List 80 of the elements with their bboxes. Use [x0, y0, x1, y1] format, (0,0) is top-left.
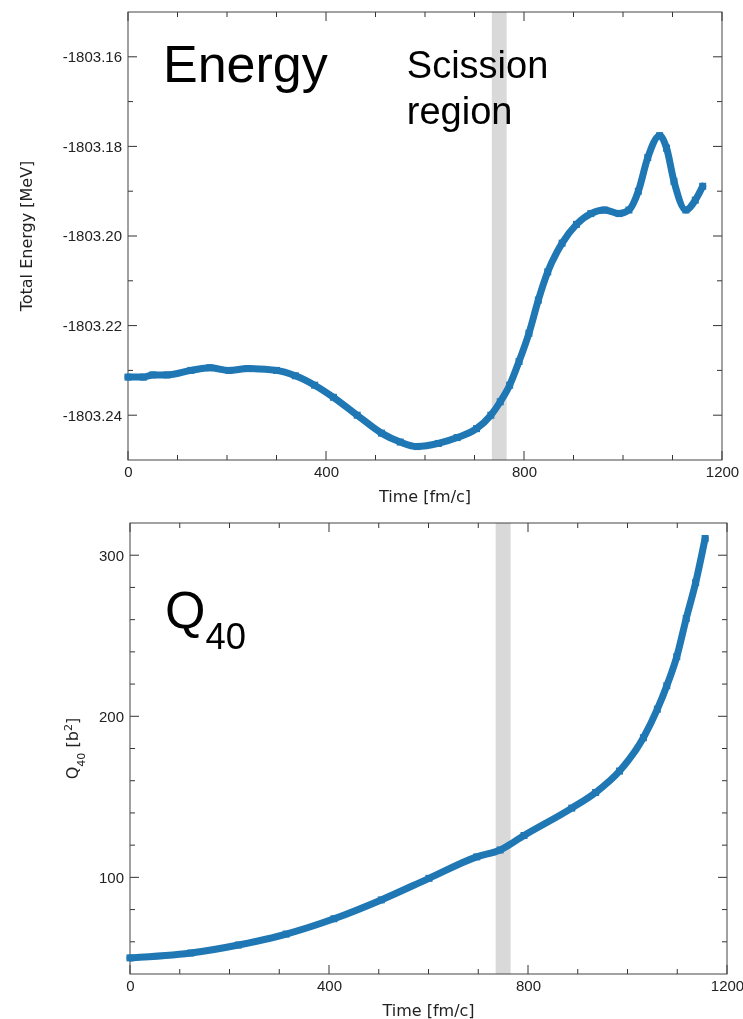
point — [656, 132, 664, 140]
x-axis-title: Time [fm/c] — [381, 1001, 475, 1019]
point — [434, 439, 442, 447]
point — [639, 734, 647, 742]
point — [282, 930, 290, 938]
point — [273, 366, 280, 374]
x-tick-label: 800 — [515, 976, 542, 994]
point — [149, 371, 157, 379]
point — [568, 804, 576, 812]
point — [601, 206, 609, 214]
x-tick-label: 1200 — [705, 462, 740, 480]
point — [691, 196, 699, 204]
x-tick-label: 0 — [124, 462, 133, 480]
point — [670, 177, 678, 185]
point — [291, 372, 299, 380]
point — [496, 398, 504, 406]
x-axis-title: Time [fm/c] — [377, 487, 472, 506]
point — [616, 767, 624, 775]
y-tick-label: -1803.18 — [62, 137, 122, 155]
point — [558, 239, 566, 247]
point — [520, 831, 528, 839]
point — [592, 788, 600, 796]
point — [311, 381, 319, 389]
point — [353, 411, 361, 419]
point — [234, 941, 242, 949]
point — [682, 615, 690, 623]
point — [163, 371, 171, 379]
point — [396, 438, 404, 446]
point — [187, 949, 195, 957]
point — [377, 896, 385, 904]
point — [473, 853, 481, 861]
point — [425, 874, 433, 882]
point — [496, 846, 504, 854]
point — [644, 154, 652, 162]
point — [515, 357, 523, 365]
point — [377, 429, 385, 437]
point — [206, 364, 214, 372]
annotation: Q$_{40}$ — [165, 581, 246, 657]
point — [187, 366, 195, 374]
point — [472, 425, 480, 433]
x-tick-label: 1200 — [710, 976, 743, 994]
point — [634, 187, 642, 195]
point — [453, 434, 461, 442]
point — [663, 682, 671, 690]
y-axis-title: Total Energy [MeV] — [17, 160, 36, 313]
point — [124, 373, 132, 381]
point — [525, 329, 533, 337]
x-tick-label: 400 — [313, 462, 340, 480]
point — [225, 366, 233, 374]
point — [692, 579, 700, 587]
y-tick-label: -1803.20 — [62, 227, 122, 245]
point — [625, 206, 633, 214]
y-tick-label: -1803.16 — [62, 48, 122, 66]
y-tick-label: 200 — [98, 707, 124, 725]
point — [244, 365, 252, 373]
point — [587, 210, 595, 218]
y-tick-label: 300 — [98, 546, 124, 564]
x-tick-label: 800 — [511, 462, 538, 480]
annotation: Energy — [163, 35, 328, 93]
point — [126, 954, 134, 962]
point — [487, 411, 495, 419]
point — [534, 296, 542, 304]
point — [506, 381, 514, 389]
point — [673, 653, 681, 661]
y-tick-label: -1803.22 — [62, 316, 122, 334]
point — [701, 534, 709, 542]
y-tick-label: -1803.24 — [62, 406, 122, 424]
x-tick-label: 400 — [316, 976, 343, 994]
point — [682, 206, 690, 214]
point — [663, 144, 671, 152]
band-label: Scission region — [406, 44, 549, 132]
point — [653, 705, 661, 713]
point — [330, 915, 338, 923]
y-tick-label: 100 — [98, 868, 124, 886]
point — [544, 268, 552, 276]
x-tick-label: 0 — [126, 976, 135, 994]
point — [329, 393, 337, 401]
point — [699, 182, 707, 190]
point — [139, 373, 147, 381]
point — [572, 220, 580, 228]
